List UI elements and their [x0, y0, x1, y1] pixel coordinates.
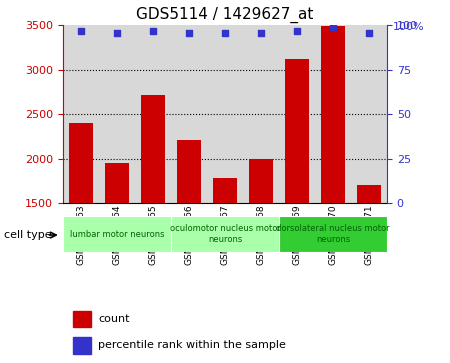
Bar	[63, 25, 99, 203]
Point	[329, 24, 337, 30]
Text: count: count	[98, 314, 130, 324]
Bar	[171, 25, 207, 203]
Bar	[69, 123, 93, 203]
Point	[221, 30, 229, 36]
Bar	[177, 140, 201, 203]
Point	[77, 28, 85, 34]
Bar	[73, 311, 91, 327]
Title: GDS5114 / 1429627_at: GDS5114 / 1429627_at	[136, 7, 314, 23]
Bar	[357, 185, 381, 203]
Text: percentile rank within the sample: percentile rank within the sample	[98, 340, 286, 350]
Bar	[213, 178, 237, 203]
Bar	[105, 163, 129, 203]
Point	[185, 30, 193, 36]
Bar	[249, 159, 273, 203]
Bar	[73, 337, 91, 354]
Text: lumbar motor neurons: lumbar motor neurons	[70, 230, 164, 238]
Bar	[279, 25, 315, 203]
Point	[365, 30, 373, 36]
Point	[113, 30, 121, 36]
Bar	[207, 25, 243, 203]
Point	[293, 28, 301, 34]
Bar	[99, 25, 135, 203]
Bar	[135, 25, 171, 203]
Bar	[141, 95, 165, 203]
Bar	[243, 25, 279, 203]
Text: cell type: cell type	[4, 230, 52, 240]
Bar	[171, 216, 279, 252]
Point	[257, 30, 265, 36]
Text: 100%: 100%	[392, 22, 424, 32]
Point	[149, 28, 157, 34]
Text: dorsolateral nucleus motor
neurons: dorsolateral nucleus motor neurons	[276, 224, 390, 244]
Bar	[63, 216, 171, 252]
Text: oculomotor nucleus motor
neurons: oculomotor nucleus motor neurons	[170, 224, 280, 244]
Bar	[315, 25, 351, 203]
Bar	[321, 26, 345, 203]
Bar	[351, 25, 387, 203]
Bar	[285, 59, 309, 203]
Bar	[279, 216, 387, 252]
